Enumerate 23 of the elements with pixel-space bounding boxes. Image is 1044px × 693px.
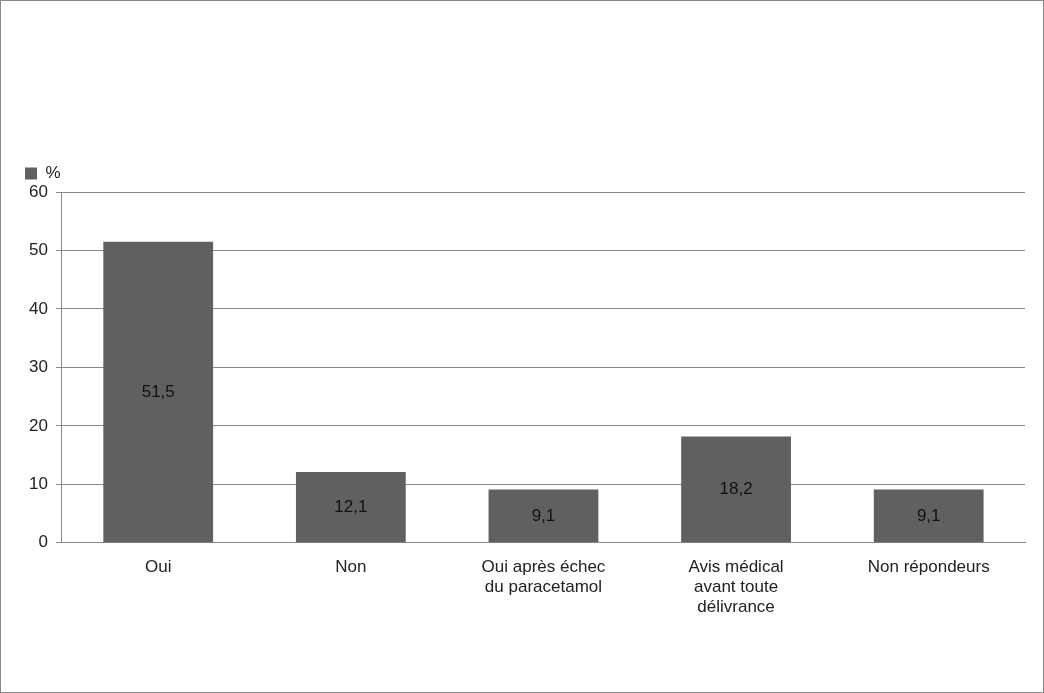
x-tick-label: Oui bbox=[144, 556, 172, 576]
y-tick-label: 60 bbox=[28, 181, 48, 201]
text: 9,1 bbox=[916, 505, 941, 525]
text: 18,2 bbox=[719, 479, 753, 499]
y-tick-label: 20 bbox=[28, 415, 48, 435]
y-tick-label: 10 bbox=[28, 474, 48, 494]
bar bbox=[681, 436, 791, 543]
x-tick-label: Avis médical avant toute délivrance bbox=[688, 556, 784, 617]
y-tick-label: 50 bbox=[28, 240, 48, 260]
legend-label: % bbox=[45, 163, 61, 183]
bar bbox=[873, 489, 984, 543]
text: 9,1 bbox=[531, 505, 556, 525]
bar bbox=[295, 472, 406, 543]
text: 51,5 bbox=[141, 381, 175, 401]
y-tick-label: 30 bbox=[28, 357, 48, 377]
x-tick-label: Non répondeurs bbox=[867, 556, 990, 576]
text: 12,1 bbox=[334, 496, 368, 516]
bar bbox=[488, 489, 599, 543]
x-tick-label: Oui après échec du paracetamol bbox=[481, 556, 606, 597]
y-tick-label: 40 bbox=[28, 298, 48, 318]
x-tick-label: Non bbox=[335, 556, 367, 576]
y-tick-label: 0 bbox=[38, 532, 48, 552]
bar bbox=[103, 241, 214, 543]
